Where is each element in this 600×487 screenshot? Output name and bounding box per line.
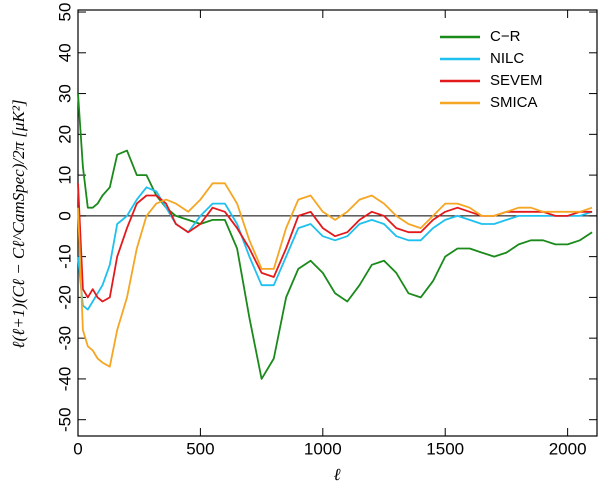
series-line	[77, 182, 593, 368]
x-tick-label: 1500	[426, 439, 464, 458]
y-tick-label: 10	[55, 166, 74, 185]
x-axis-label: ℓ	[333, 465, 340, 484]
legend-label: SEVEM	[490, 72, 543, 89]
y-tick-label: 30	[55, 84, 74, 103]
y-tick-label: 0	[55, 211, 74, 220]
series-line	[77, 93, 593, 380]
y-tick-label: -30	[55, 326, 74, 351]
y-tick-label: -10	[55, 244, 74, 269]
y-tick-label: 50	[55, 3, 74, 22]
y-tick-label: 20	[55, 125, 74, 144]
y-tick-label: -20	[55, 285, 74, 310]
legend-label: C−R	[490, 28, 521, 45]
series-line	[77, 183, 593, 303]
x-tick-label: 500	[186, 439, 214, 458]
x-tick-label: 2000	[549, 439, 587, 458]
y-tick-label: -50	[55, 407, 74, 432]
series-line	[77, 186, 593, 311]
y-tick-label: 40	[55, 43, 74, 62]
legend-label: NILC	[490, 50, 524, 67]
y-tick-label: -40	[55, 367, 74, 392]
x-tick-label: 1000	[304, 439, 342, 458]
legend-label: SMICA	[490, 94, 538, 111]
x-tick-label: 0	[73, 439, 82, 458]
y-axis-label: ℓ(ℓ+1)(Cℓ − Cℓ^CamSpec)/2π [μK²]	[9, 99, 28, 348]
